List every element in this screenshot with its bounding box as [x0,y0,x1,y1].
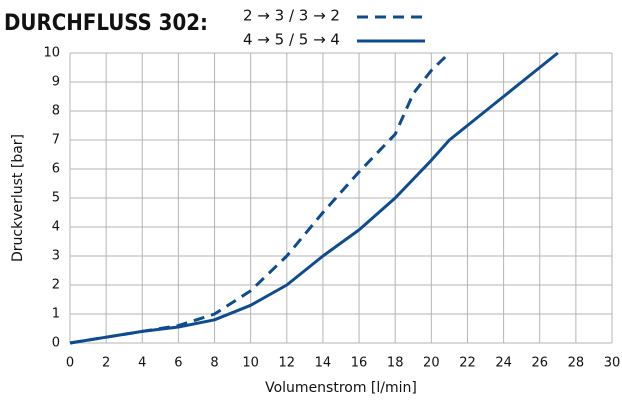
y-tick-label: 8 [52,104,60,119]
x-tick-label: 10 [242,356,259,371]
x-tick-label: 26 [531,356,548,371]
series-line [69,51,559,345]
y-tick-label: 4 [52,220,60,235]
chart-title: DURCHFLUSS 302: [4,11,208,36]
y-tick-label: 3 [52,249,60,264]
legend-label: 4 → 5 / 5 → 4 [243,31,340,49]
y-tick-label: 9 [52,75,60,90]
y-axis-label: Druckverlust [bar] [10,134,26,262]
x-tick-label: 2 [102,356,110,371]
legend-label: 2 → 3 / 3 → 2 [243,7,340,25]
y-tick-label: 7 [52,133,60,148]
y-tick-label: 6 [52,162,60,177]
y-tick-label: 0 [52,336,60,351]
x-tick-label: 20 [423,356,440,371]
x-tick-label: 0 [66,356,74,371]
x-tick-label: 28 [568,356,585,371]
x-tick-label: 12 [279,356,296,371]
x-tick-label: 4 [138,356,146,371]
y-tick-label: 5 [52,191,60,206]
x-tick-label: 30 [604,356,621,371]
x-tick-label: 22 [459,356,476,371]
x-tick-label: 18 [387,356,404,371]
x-tick-label: 16 [351,356,368,371]
x-tick-label: 6 [174,356,182,371]
y-tick-label: 1 [52,307,60,322]
x-tick-label: 24 [495,356,512,371]
x-tick-label: 8 [210,356,218,371]
y-tick-label: 10 [43,46,60,61]
x-axis-label: Volumenstrom [l/min] [265,380,417,396]
y-tick-label: 2 [52,278,60,293]
x-tick-label: 14 [315,356,332,371]
